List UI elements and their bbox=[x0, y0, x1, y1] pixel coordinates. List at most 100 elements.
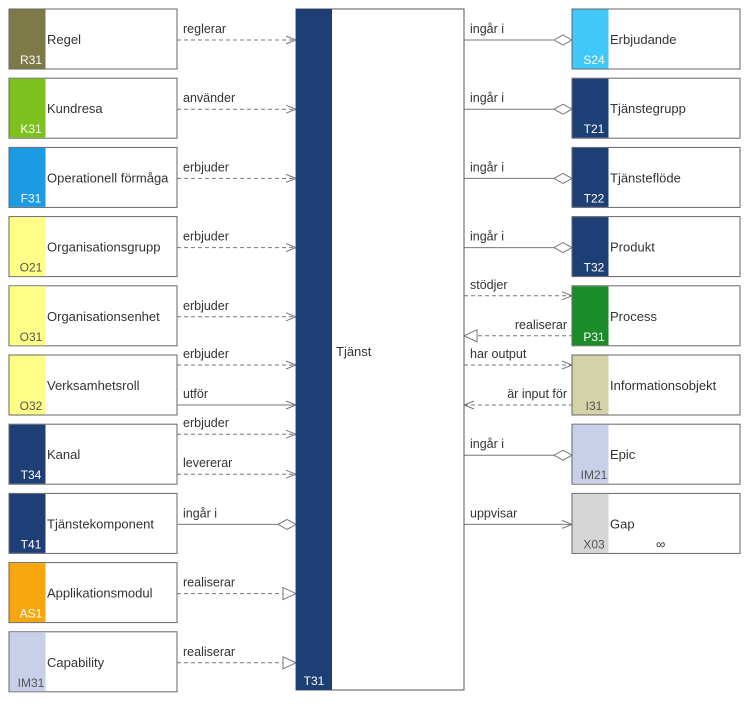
node-color-strip bbox=[9, 217, 46, 277]
node-layer: R31 Regel K31 Kundresa F31 Operationell förmå… bbox=[8, 8, 741, 693]
diamond-head bbox=[276, 518, 298, 530]
edge-im31-0[interactable]: realiserar bbox=[177, 645, 298, 670]
node-label: Erbjudande bbox=[610, 32, 677, 47]
edge-i31-0[interactable]: har output bbox=[464, 347, 574, 370]
edge-x03-0[interactable]: uppvisar bbox=[464, 506, 574, 529]
edge-label: använder bbox=[183, 91, 235, 105]
node-r31[interactable]: R31 Regel bbox=[8, 8, 178, 70]
edge-label: reglerar bbox=[183, 22, 226, 36]
edge-t32-0[interactable]: ingår i bbox=[464, 230, 574, 254]
edge-f31-0[interactable]: erbjuder bbox=[177, 160, 298, 183]
node-color-strip bbox=[9, 286, 46, 346]
node-o21[interactable]: O21 Organisationsgrupp bbox=[8, 216, 178, 278]
node-label: Capability bbox=[47, 655, 105, 670]
edge-label: realiserar bbox=[515, 318, 567, 332]
edge-t22-0[interactable]: ingår i bbox=[464, 160, 574, 184]
node-label: Produkt bbox=[610, 240, 655, 255]
edge-label: ingår i bbox=[470, 230, 504, 244]
edge-o32-1[interactable]: utför bbox=[177, 387, 298, 410]
node-color-strip bbox=[572, 9, 609, 69]
edge-im21-0[interactable]: ingår i bbox=[464, 437, 574, 461]
edge-label: erbjuder bbox=[183, 160, 229, 174]
edge-label: har output bbox=[470, 347, 527, 361]
edge-o21-0[interactable]: erbjuder bbox=[177, 230, 298, 253]
edge-label: utför bbox=[183, 387, 208, 401]
edge-label: stödjer bbox=[470, 278, 508, 292]
node-t22[interactable]: T22 Tjänsteflöde bbox=[571, 146, 741, 208]
node-label: Epic bbox=[610, 447, 636, 462]
edge-p31-0[interactable]: stödjer bbox=[464, 278, 574, 301]
edge-t34-1[interactable]: levererar bbox=[177, 456, 298, 479]
node-code: K31 bbox=[20, 122, 42, 136]
edge-o32-0[interactable]: erbjuder bbox=[177, 347, 298, 370]
edge-t34-0[interactable]: erbjuder bbox=[177, 416, 298, 439]
node-code: IM21 bbox=[581, 468, 608, 482]
node-s24[interactable]: S24 Erbjudande bbox=[571, 8, 741, 70]
node-t34[interactable]: T34 Kanal bbox=[8, 423, 178, 485]
edge-as1-0[interactable]: realiserar bbox=[177, 576, 298, 601]
node-color-strip bbox=[9, 493, 46, 553]
node-k31[interactable]: K31 Kundresa bbox=[8, 77, 178, 139]
node-color-strip bbox=[572, 286, 609, 346]
edge-label: levererar bbox=[183, 456, 232, 470]
node-label: Kanal bbox=[47, 447, 80, 462]
edge-label: realiserar bbox=[183, 576, 235, 590]
edge-label: erbjuder bbox=[183, 230, 229, 244]
edge-o31-0[interactable]: erbjuder bbox=[177, 299, 298, 322]
center-node[interactable]: Tjänst T31 bbox=[295, 8, 465, 691]
edge-t41-0[interactable]: ingår i bbox=[177, 506, 298, 530]
node-label: Organisationsgrupp bbox=[47, 240, 160, 255]
edge-p31-1[interactable]: realiserar bbox=[462, 318, 572, 343]
node-label: Gap bbox=[610, 516, 635, 531]
edge-k31-0[interactable]: använder bbox=[177, 91, 298, 114]
node-p31[interactable]: P31 Process bbox=[571, 285, 741, 347]
edge-label: uppvisar bbox=[470, 506, 517, 520]
edge-label: realiserar bbox=[183, 645, 235, 659]
node-label: Tjänstekomponent bbox=[47, 516, 154, 531]
edge-i31-1[interactable]: är input för bbox=[462, 387, 572, 410]
center-label: Tjänst bbox=[336, 344, 372, 359]
diamond-head bbox=[552, 242, 574, 254]
edge-label: erbjuder bbox=[183, 347, 229, 361]
node-code: S24 bbox=[583, 53, 605, 67]
node-color-strip bbox=[572, 217, 609, 277]
node-f31[interactable]: F31 Operationell förmåga bbox=[8, 146, 178, 208]
node-color-strip bbox=[572, 147, 609, 207]
node-t41[interactable]: T41 Tjänstekomponent bbox=[8, 492, 178, 554]
node-color-strip bbox=[9, 9, 46, 69]
node-label: Informationsobjekt bbox=[610, 378, 717, 393]
node-t21[interactable]: T21 Tjänstegrupp bbox=[571, 77, 741, 139]
edge-label: erbjuder bbox=[183, 299, 229, 313]
node-label: Regel bbox=[47, 32, 81, 47]
triangle-head bbox=[462, 329, 478, 343]
node-code: T22 bbox=[584, 191, 605, 205]
edge-t21-0[interactable]: ingår i bbox=[464, 91, 574, 115]
node-color-strip bbox=[9, 147, 46, 207]
node-color-strip bbox=[572, 355, 609, 415]
node-code: I31 bbox=[586, 399, 603, 413]
node-label: Kundresa bbox=[47, 101, 103, 116]
node-code: P31 bbox=[583, 330, 605, 344]
node-color-strip bbox=[9, 632, 46, 692]
node-label: Operationell förmåga bbox=[47, 170, 169, 185]
node-x03[interactable]: X03 Gap ∞ bbox=[571, 492, 741, 554]
gap-icon: ∞ bbox=[656, 536, 665, 551]
node-code: F31 bbox=[21, 191, 42, 205]
node-label: Verksamhetsroll bbox=[47, 378, 140, 393]
diamond-head bbox=[552, 172, 574, 184]
edge-label: är input för bbox=[507, 387, 567, 401]
node-code: O32 bbox=[20, 399, 43, 413]
edge-r31-0[interactable]: reglerar bbox=[177, 22, 298, 45]
node-color-strip bbox=[572, 78, 609, 138]
diamond-head bbox=[552, 34, 574, 46]
edge-s24-0[interactable]: ingår i bbox=[464, 22, 574, 46]
node-t32[interactable]: T32 Produkt bbox=[571, 216, 741, 278]
node-o31[interactable]: O31 Organisationsenhet bbox=[8, 285, 178, 347]
node-as1[interactable]: AS1 Applikationsmodul bbox=[8, 562, 178, 624]
node-o32[interactable]: O32 Verksamhetsroll bbox=[8, 354, 178, 416]
node-i31[interactable]: I31 Informationsobjekt bbox=[571, 354, 741, 416]
node-color-strip bbox=[9, 355, 46, 415]
